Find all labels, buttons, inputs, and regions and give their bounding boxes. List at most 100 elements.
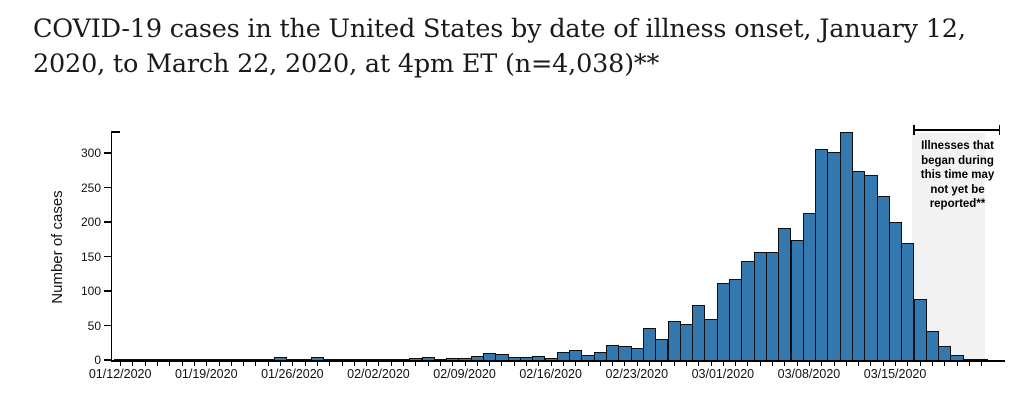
bar	[692, 305, 706, 360]
bar	[815, 148, 829, 360]
y-axis-top-cap	[112, 131, 120, 133]
x-tick	[845, 361, 847, 366]
x-tick	[316, 361, 318, 366]
y-tick	[104, 152, 112, 154]
bar	[618, 346, 632, 360]
bar	[790, 239, 804, 360]
x-tick	[538, 361, 540, 366]
x-tick	[513, 361, 515, 366]
x-tick	[673, 361, 675, 366]
x-tick	[747, 361, 749, 366]
x-tick	[464, 361, 466, 366]
x-tick	[587, 361, 589, 366]
x-tick	[944, 361, 946, 366]
chart-title-line-1: COVID-19 cases in the United States by d…	[33, 14, 966, 44]
x-tick	[304, 361, 306, 366]
bar	[975, 358, 989, 360]
bar	[827, 151, 841, 360]
x-tick	[575, 361, 577, 366]
bar	[655, 339, 669, 360]
y-tick	[104, 359, 112, 361]
y-tick	[104, 186, 112, 189]
bar	[950, 355, 964, 360]
x-tick	[562, 361, 564, 366]
bar	[778, 228, 792, 360]
bracket-line	[913, 129, 1001, 131]
bar	[802, 213, 817, 360]
x-tick	[439, 361, 441, 366]
bar	[593, 351, 607, 360]
x-tick	[132, 361, 134, 366]
y-tick-label: 50	[87, 318, 101, 333]
x-tick-label: 01/19/2020	[174, 367, 238, 381]
bar	[839, 132, 853, 360]
bar	[556, 352, 571, 360]
x-tick	[501, 361, 503, 366]
y-tick	[104, 221, 112, 223]
bar	[483, 353, 497, 360]
x-tick-label: 03/01/2020	[691, 367, 755, 381]
x-tick	[255, 361, 257, 366]
x-tick	[267, 361, 269, 366]
x-tick	[685, 361, 687, 366]
y-tick	[104, 255, 112, 258]
chart-title: COVID-19 cases in the United States by d…	[33, 12, 1008, 82]
bar	[642, 327, 657, 360]
y-tick-label: 250	[80, 180, 101, 195]
x-tick-label: 02/16/2020	[519, 367, 582, 381]
x-tick	[808, 361, 810, 366]
x-tick	[144, 361, 146, 366]
bar	[729, 279, 743, 360]
x-tick	[169, 361, 171, 366]
x-tick	[329, 361, 331, 366]
x-tick	[882, 361, 884, 366]
bar	[667, 320, 681, 360]
x-tick	[452, 361, 454, 366]
x-tick	[919, 361, 921, 366]
x-tick-label: 03/08/2020	[777, 367, 841, 381]
x-tick	[292, 361, 294, 366]
bar	[716, 282, 730, 360]
x-tick	[698, 361, 700, 366]
bar	[765, 252, 780, 360]
x-tick	[206, 361, 208, 366]
x-tick	[526, 361, 528, 366]
x-tick-label: 02/02/2020	[347, 367, 410, 381]
x-tick	[821, 361, 823, 366]
x-tick	[612, 361, 614, 366]
y-tick	[104, 290, 112, 292]
x-tick	[722, 361, 724, 366]
x-tick	[784, 361, 786, 366]
bracket-right-cap	[998, 124, 1001, 135]
x-tick	[415, 361, 417, 366]
x-tick	[981, 361, 983, 366]
x-tick	[366, 361, 368, 366]
bar	[753, 252, 767, 360]
x-tick-label: 01/26/2020	[261, 367, 324, 381]
x-tick	[599, 361, 601, 366]
x-tick	[735, 361, 737, 366]
y-tick-label: 150	[80, 249, 101, 264]
x-tick	[661, 361, 663, 366]
x-tick	[120, 361, 122, 366]
x-tick	[550, 361, 552, 366]
bar	[741, 261, 755, 360]
x-tick	[895, 361, 897, 366]
x-tick	[624, 361, 626, 366]
x-tick	[181, 361, 183, 366]
x-tick	[968, 361, 970, 366]
bar	[913, 298, 927, 360]
x-tick	[193, 361, 195, 366]
x-tick	[907, 361, 909, 366]
y-axis-line	[110, 131, 112, 362]
x-tick	[230, 361, 232, 366]
x-tick	[427, 361, 429, 366]
unreported-note: Illnesses that began during this time ma…	[920, 140, 995, 210]
bar	[925, 331, 940, 360]
x-tick	[157, 361, 159, 366]
x-tick	[353, 361, 355, 366]
y-tick-label: 200	[80, 215, 101, 229]
bar	[495, 354, 509, 360]
x-tick	[489, 361, 491, 366]
x-tick	[218, 361, 220, 366]
